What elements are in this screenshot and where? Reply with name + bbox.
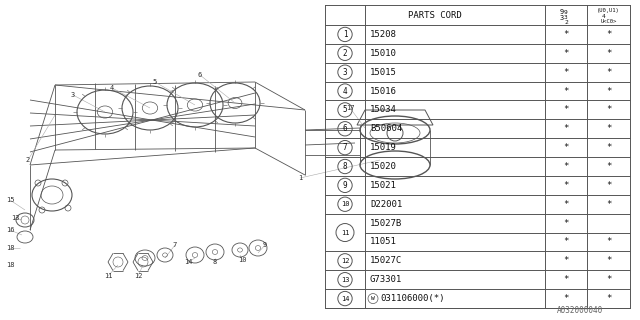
Text: 17: 17: [346, 105, 355, 111]
Text: 11051: 11051: [370, 237, 397, 246]
Text: *: *: [606, 237, 611, 246]
Text: *: *: [606, 162, 611, 171]
Text: 12: 12: [340, 258, 349, 264]
Text: 15027C: 15027C: [370, 256, 403, 265]
Text: 13: 13: [11, 215, 19, 221]
Text: W: W: [371, 296, 375, 301]
Text: *: *: [606, 200, 611, 209]
Text: 10: 10: [237, 257, 246, 263]
Text: *: *: [563, 49, 568, 58]
Text: 9: 9: [560, 9, 564, 15]
Text: *: *: [606, 68, 611, 77]
Text: 9: 9: [564, 10, 568, 15]
Text: U<C0>: U<C0>: [600, 19, 617, 24]
Text: 15027B: 15027B: [370, 219, 403, 228]
Text: 031106000(*): 031106000(*): [380, 294, 445, 303]
Text: *: *: [563, 68, 568, 77]
Text: *: *: [563, 200, 568, 209]
Text: *: *: [563, 294, 568, 303]
Text: *: *: [563, 86, 568, 96]
Text: *: *: [606, 181, 611, 190]
Text: 15021: 15021: [370, 181, 397, 190]
Text: *: *: [606, 49, 611, 58]
Text: 2: 2: [26, 157, 30, 163]
Text: 2: 2: [342, 49, 348, 58]
Text: *: *: [606, 275, 611, 284]
Text: 9: 9: [263, 242, 267, 248]
Text: 11: 11: [104, 273, 112, 279]
Text: *: *: [563, 275, 568, 284]
Text: *: *: [606, 294, 611, 303]
Text: 15010: 15010: [370, 49, 397, 58]
Text: *: *: [606, 30, 611, 39]
Text: 4: 4: [110, 85, 114, 91]
Text: (U0,U1): (U0,U1): [597, 8, 620, 13]
Text: 15020: 15020: [370, 162, 397, 171]
Text: 14: 14: [184, 259, 192, 265]
Text: PARTS CORD: PARTS CORD: [408, 11, 461, 20]
Text: *: *: [563, 124, 568, 133]
Text: 8: 8: [342, 162, 348, 171]
Text: 13: 13: [340, 277, 349, 283]
Text: 1: 1: [342, 30, 348, 39]
Text: 16: 16: [6, 227, 14, 233]
Text: 6: 6: [342, 124, 348, 133]
Text: *: *: [606, 105, 611, 114]
Text: 2: 2: [564, 20, 568, 25]
Text: *: *: [563, 256, 568, 265]
Text: 3: 3: [564, 15, 568, 20]
Text: *: *: [563, 143, 568, 152]
Text: 3: 3: [342, 68, 348, 77]
Text: 15: 15: [6, 197, 14, 203]
Text: 10: 10: [340, 201, 349, 207]
Text: 15016: 15016: [370, 86, 397, 96]
Text: 8: 8: [213, 259, 217, 265]
Text: 12: 12: [134, 273, 142, 279]
Text: 5: 5: [342, 105, 348, 114]
Text: *: *: [563, 237, 568, 246]
Text: *: *: [563, 105, 568, 114]
Text: G73301: G73301: [370, 275, 403, 284]
Text: 3: 3: [560, 15, 564, 21]
Text: *: *: [563, 181, 568, 190]
Text: 1: 1: [298, 175, 302, 181]
Text: 11: 11: [340, 229, 349, 236]
Text: 5: 5: [153, 79, 157, 85]
Text: *: *: [563, 162, 568, 171]
Text: 18: 18: [6, 262, 14, 268]
Text: 15019: 15019: [370, 143, 397, 152]
Text: *: *: [606, 143, 611, 152]
Text: 15208: 15208: [370, 30, 397, 39]
Text: *: *: [606, 256, 611, 265]
Text: 9: 9: [342, 181, 348, 190]
Text: 15015: 15015: [370, 68, 397, 77]
Text: *: *: [563, 219, 568, 228]
Text: 18: 18: [6, 245, 14, 251]
Text: 7: 7: [173, 242, 177, 248]
Text: *: *: [563, 30, 568, 39]
Text: 3: 3: [71, 92, 75, 98]
Text: B50604: B50604: [370, 124, 403, 133]
Text: D22001: D22001: [370, 200, 403, 209]
Text: 4: 4: [602, 14, 605, 19]
Text: 4: 4: [342, 86, 348, 96]
Text: 6: 6: [198, 72, 202, 78]
Text: *: *: [606, 86, 611, 96]
Text: A032000040: A032000040: [557, 306, 603, 315]
Text: 7: 7: [342, 143, 348, 152]
Text: 14: 14: [340, 296, 349, 301]
Text: 15034: 15034: [370, 105, 397, 114]
Text: *: *: [606, 124, 611, 133]
